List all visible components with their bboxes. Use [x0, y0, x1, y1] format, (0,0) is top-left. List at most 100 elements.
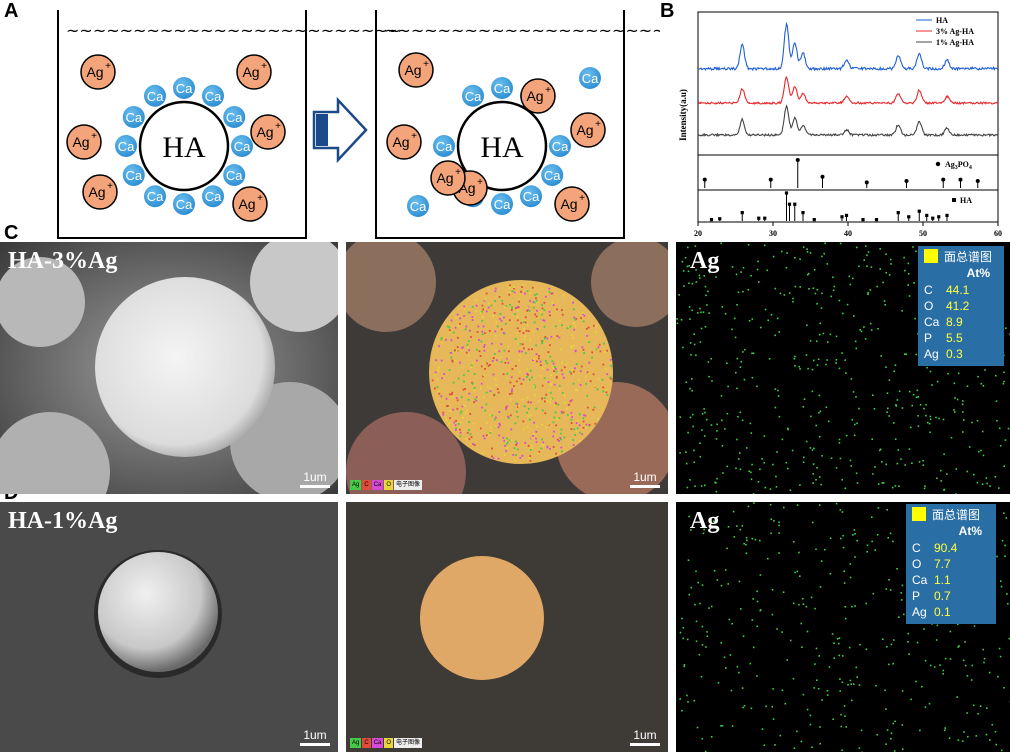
ha-ref-marker — [907, 215, 911, 219]
ha-ref-marker — [709, 218, 714, 222]
ca-ion: Ca — [122, 106, 145, 128]
svg-text:+: + — [261, 61, 267, 72]
ion-exchange-schematic: ~~~~~~~~~~~~~~~~~~~~~~~~~ ~~~~~~~~~~~~~~… — [57, 10, 660, 239]
ag-map-ha-3ag: Ag 面总谱图 At% C 44.1 O 41.2 Ca 8.9 P 5.5 Ag 0.3 — [676, 242, 1010, 494]
ha-ref-marker — [787, 202, 792, 206]
scale-bar: 1um — [630, 470, 660, 488]
svg-text:Ca: Ca — [205, 89, 222, 104]
svg-text:Ca: Ca — [147, 89, 164, 104]
composition-table: 面总谱图 At% C 90.4 O 7.7 Ca 1.1 P 0.7 Ag 0.1 — [906, 504, 996, 624]
series-line-2 — [697, 104, 999, 138]
svg-text:Ag: Ag — [404, 62, 421, 78]
x-tick-label: 60 — [994, 229, 1002, 238]
ca-ion: Ca — [202, 185, 224, 208]
ca-ion: Ca — [491, 193, 513, 215]
table-row: O 41.2 — [924, 299, 970, 313]
ag-ion: Ag + — [398, 52, 434, 88]
ag-map-ha-1ag: Ag 面总谱图 At% C 90.4 O 7.7 Ca 1.1 P 0.7 Ag 0.1 — [676, 502, 1010, 752]
ca-ion: Ca — [223, 164, 246, 186]
ha-ref-marker — [801, 211, 805, 215]
scale-bar: 1um — [300, 728, 330, 746]
ag-ion: Ag + — [232, 186, 268, 222]
ag3po4-ref-marker — [958, 177, 963, 182]
transform-arrow — [312, 96, 368, 164]
eds-overlay-ha-3ag: Ag C Ca O 电子图像 1um — [346, 242, 668, 494]
legend-label-1pct: 1% Ag-HA — [936, 38, 974, 47]
ag-signal-dots — [676, 242, 1010, 494]
ha-core-right — [456, 100, 548, 192]
svg-text:+: + — [411, 131, 417, 142]
svg-text:+: + — [545, 85, 551, 96]
svg-text:Ag: Ag — [256, 124, 273, 140]
svg-text:Ag: Ag — [576, 122, 593, 138]
ag3po4-ref-marker — [768, 177, 773, 182]
svg-text:Ca: Ca — [523, 189, 540, 204]
svg-text:Ca: Ca — [118, 139, 135, 154]
svg-text:+: + — [275, 121, 281, 132]
table-title: 面总谱图 — [944, 249, 993, 264]
ag-ion: Ag + — [250, 114, 286, 150]
svg-text:Ca: Ca — [465, 89, 482, 104]
ca-ion: Ca — [115, 135, 137, 157]
element-map-label: Ag — [690, 508, 720, 534]
element-speckle — [431, 283, 613, 462]
ca-ion: Ca — [407, 195, 429, 217]
table-title: 面总谱图 — [932, 507, 981, 522]
svg-text:Ag: Ag — [526, 88, 543, 104]
svg-text:Ca: Ca — [147, 189, 164, 204]
eds-overlay-ha-1ag: Ag C Ca O 电子图像 1um — [346, 502, 668, 752]
svg-text:Ca: Ca — [544, 168, 561, 183]
svg-text:+: + — [105, 61, 111, 72]
beaker-right — [375, 10, 625, 239]
svg-text:+: + — [257, 193, 263, 204]
ha-ref-marker — [896, 211, 900, 215]
svg-text:Ag: Ag — [72, 134, 89, 150]
svg-text:Ag: Ag — [436, 170, 453, 186]
table-row: C 44.1 — [924, 283, 970, 297]
svg-text:Ag: Ag — [392, 134, 409, 150]
series-line-1 — [697, 75, 999, 106]
map-color-swatch — [912, 507, 926, 521]
ha-label-right: HA — [480, 131, 524, 164]
svg-text:Ca: Ca — [494, 197, 511, 212]
ca-ion: Ca — [549, 135, 571, 157]
ag3po4-ref-marker — [941, 177, 946, 182]
ca-ion: Ca — [173, 77, 195, 99]
legend-label-3pct: 3% Ag-HA — [936, 27, 974, 36]
svg-text:Ag: Ag — [238, 196, 255, 212]
ag-ion: Ag + — [66, 124, 102, 160]
table-row: P 5.5 — [924, 331, 963, 345]
ha-ref-marker — [757, 216, 761, 220]
ca-ion: Ca — [579, 67, 601, 89]
table-header: At% — [966, 266, 990, 280]
x-tick-label: 30 — [769, 229, 777, 238]
ca-ion: Ca — [223, 106, 246, 128]
svg-text:+: + — [455, 167, 461, 178]
ag3po4-ref-marker — [795, 158, 800, 162]
series-group — [697, 21, 999, 222]
ha-ref-marker — [793, 202, 797, 206]
sample-label: HA-3%Ag — [8, 248, 118, 274]
svg-text:Ag: Ag — [242, 64, 259, 80]
table-row: Ca 8.9 — [924, 315, 963, 329]
legend-label-ha: HA — [936, 16, 948, 25]
ag-ion: Ag + — [82, 174, 118, 210]
xrd-chart: Intensity(a.u) HA 3% Ag-HA 1% Ag-HA Ag3P… — [678, 11, 1002, 238]
y-axis-label: Intensity(a.u) — [678, 89, 688, 141]
liquid-surface-left: ~~~~~~~~~~~~~~~~~~~~~~~~~ — [66, 21, 401, 40]
ca-ion: Ca — [144, 84, 166, 107]
ca-ion: Ca — [122, 164, 145, 186]
ag3po4-ref-marker — [975, 179, 980, 183]
composition-table: 面总谱图 At% C 44.1 O 41.2 Ca 8.9 P 5.5 Ag 0.3 — [918, 246, 1004, 366]
svg-text:HA: HA — [960, 196, 972, 205]
svg-text:Ca: Ca — [226, 110, 243, 125]
ag3po4-ref-marker — [820, 174, 825, 179]
ca-ion: Ca — [491, 77, 513, 99]
svg-text:Ca: Ca — [176, 197, 193, 212]
svg-text:Ca: Ca — [552, 139, 569, 154]
sample-label: HA-1%Ag — [8, 508, 118, 534]
sem-image-ha-1ag: HA-1%Ag 1um — [0, 502, 338, 752]
svg-text:Ca: Ca — [494, 81, 511, 96]
svg-text:Ca: Ca — [176, 81, 193, 96]
